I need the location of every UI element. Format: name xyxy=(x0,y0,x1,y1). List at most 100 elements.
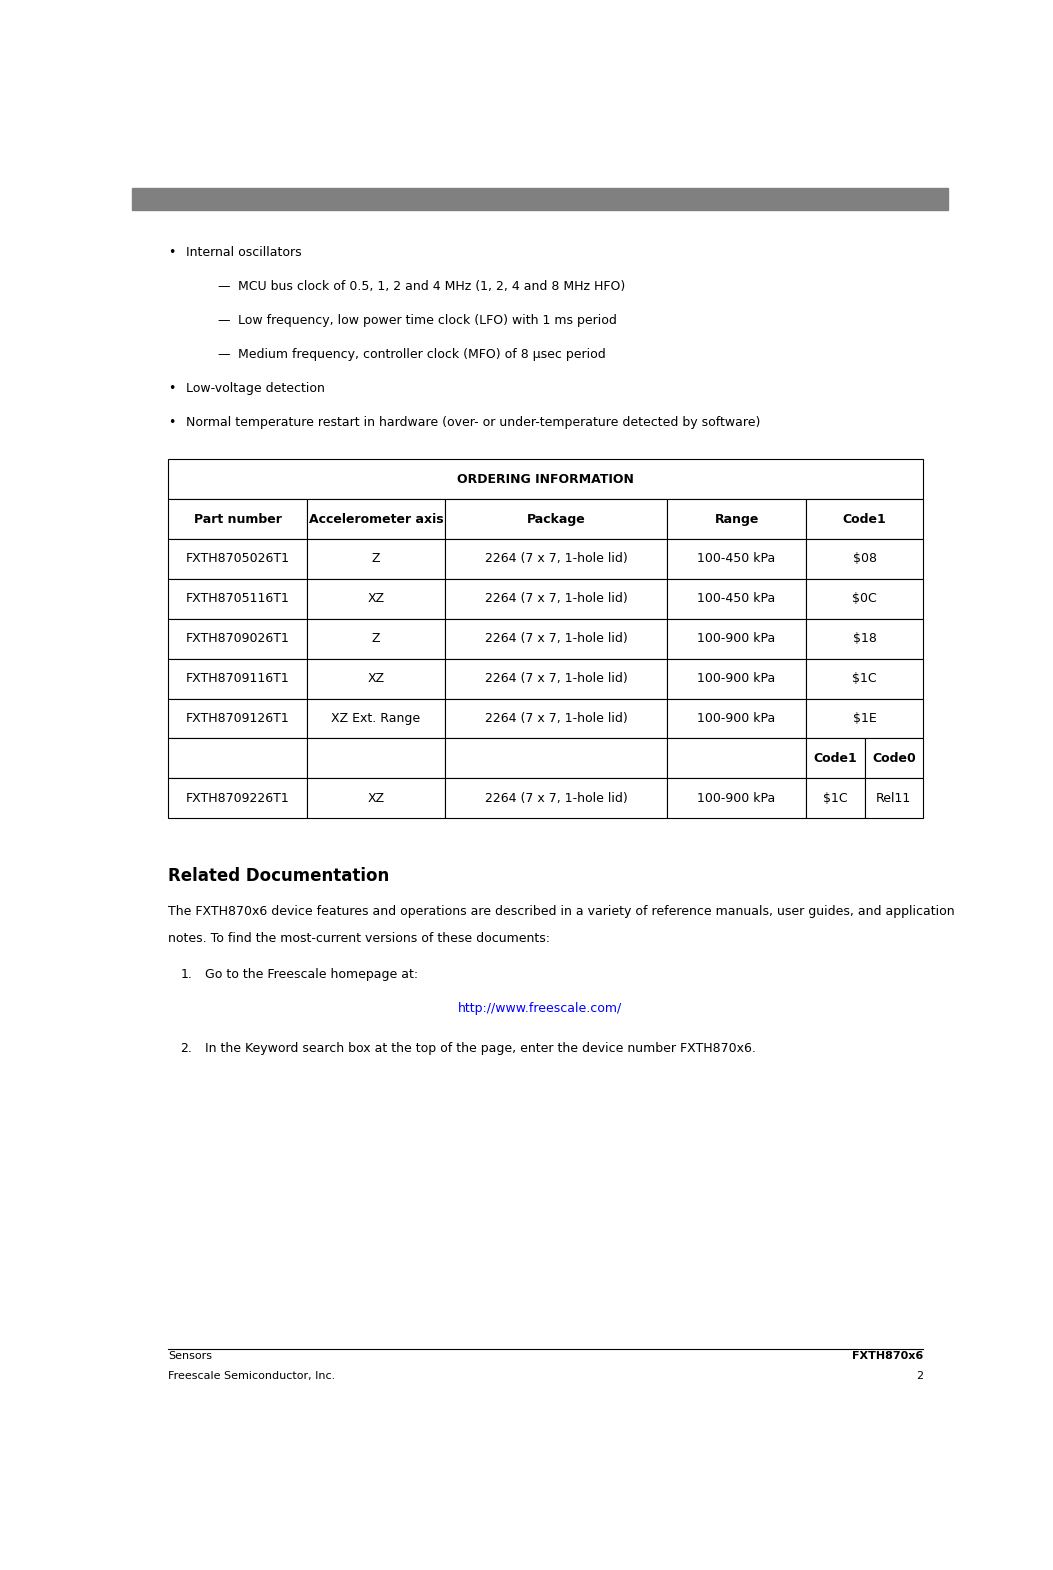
Text: 2.: 2. xyxy=(181,1042,193,1055)
Bar xyxy=(806,738,865,779)
Text: 2264 (7 x 7, 1-hole lid): 2264 (7 x 7, 1-hole lid) xyxy=(484,672,628,685)
Text: Low-voltage detection: Low-voltage detection xyxy=(186,382,325,394)
Text: 100-900 kPa: 100-900 kPa xyxy=(697,633,776,645)
Text: Code1: Code1 xyxy=(813,752,857,765)
Text: $0C: $0C xyxy=(852,592,877,606)
Text: $08: $08 xyxy=(853,553,876,565)
Bar xyxy=(168,738,306,779)
Text: Z: Z xyxy=(372,553,380,565)
Text: FXTH8709026T1: FXTH8709026T1 xyxy=(185,633,290,645)
Bar xyxy=(168,579,306,619)
Text: Sensors: Sensors xyxy=(168,1352,213,1361)
Text: Code0: Code0 xyxy=(872,752,916,765)
Text: 2: 2 xyxy=(916,1371,923,1380)
Bar xyxy=(306,738,445,779)
Text: FXTH8705116T1: FXTH8705116T1 xyxy=(185,592,290,606)
Text: •: • xyxy=(168,246,176,259)
Text: $1C: $1C xyxy=(822,791,848,805)
Bar xyxy=(865,779,923,818)
Bar xyxy=(668,659,806,699)
Text: 100-900 kPa: 100-900 kPa xyxy=(697,791,776,805)
Text: ORDERING INFORMATION: ORDERING INFORMATION xyxy=(457,473,634,485)
Bar xyxy=(445,539,668,579)
Bar xyxy=(806,619,923,659)
Text: Part number: Part number xyxy=(194,512,281,526)
Text: Code1: Code1 xyxy=(842,512,887,526)
Text: Package: Package xyxy=(526,512,585,526)
Text: XZ: XZ xyxy=(367,672,384,685)
Bar xyxy=(445,579,668,619)
Text: •: • xyxy=(168,416,176,429)
Bar xyxy=(806,499,923,539)
Text: $18: $18 xyxy=(853,633,876,645)
Bar xyxy=(445,699,668,738)
Text: 1.: 1. xyxy=(181,969,193,981)
Text: •: • xyxy=(168,382,176,394)
Text: notes. To find the most-current versions of these documents:: notes. To find the most-current versions… xyxy=(168,933,551,945)
Bar xyxy=(668,779,806,818)
Text: —: — xyxy=(217,349,230,361)
Bar xyxy=(306,579,445,619)
Text: 2264 (7 x 7, 1-hole lid): 2264 (7 x 7, 1-hole lid) xyxy=(484,713,628,725)
Bar xyxy=(806,659,923,699)
Text: Normal temperature restart in hardware (over- or under-temperature detected by s: Normal temperature restart in hardware (… xyxy=(186,416,760,429)
Bar xyxy=(806,779,865,818)
Text: Freescale Semiconductor, Inc.: Freescale Semiconductor, Inc. xyxy=(168,1371,336,1380)
Text: 100-450 kPa: 100-450 kPa xyxy=(697,553,776,565)
Bar xyxy=(668,579,806,619)
Bar xyxy=(445,779,668,818)
Text: 2264 (7 x 7, 1-hole lid): 2264 (7 x 7, 1-hole lid) xyxy=(484,592,628,606)
Text: 100-900 kPa: 100-900 kPa xyxy=(697,713,776,725)
Bar xyxy=(132,188,948,210)
Text: 100-900 kPa: 100-900 kPa xyxy=(697,672,776,685)
Text: FXTH8709226T1: FXTH8709226T1 xyxy=(185,791,290,805)
Text: In the Keyword search box at the top of the page, enter the device number FXTH87: In the Keyword search box at the top of … xyxy=(205,1042,756,1055)
Text: Medium frequency, controller clock (MFO) of 8 μsec period: Medium frequency, controller clock (MFO)… xyxy=(238,349,605,361)
Bar xyxy=(168,779,306,818)
Text: http://www.freescale.com/: http://www.freescale.com/ xyxy=(458,1002,621,1014)
Text: XZ: XZ xyxy=(367,592,384,606)
Bar xyxy=(306,499,445,539)
Text: —: — xyxy=(217,281,230,294)
Bar xyxy=(445,619,668,659)
Bar xyxy=(668,738,806,779)
Text: Low frequency, low power time clock (LFO) with 1 ms period: Low frequency, low power time clock (LFO… xyxy=(238,314,617,327)
Text: The FXTH870x6 device features and operations are described in a variety of refer: The FXTH870x6 device features and operat… xyxy=(168,906,955,918)
Text: 2264 (7 x 7, 1-hole lid): 2264 (7 x 7, 1-hole lid) xyxy=(484,553,628,565)
Bar xyxy=(668,539,806,579)
Text: $1C: $1C xyxy=(852,672,877,685)
Bar xyxy=(168,659,306,699)
Bar xyxy=(168,539,306,579)
Text: XZ: XZ xyxy=(367,791,384,805)
Text: Range: Range xyxy=(714,512,759,526)
Text: FXTH8709126T1: FXTH8709126T1 xyxy=(185,713,290,725)
Text: Internal oscillators: Internal oscillators xyxy=(186,246,302,259)
Text: XZ Ext. Range: XZ Ext. Range xyxy=(332,713,420,725)
Text: FXTH8705026T1: FXTH8705026T1 xyxy=(185,553,290,565)
Text: $1E: $1E xyxy=(853,713,876,725)
Bar xyxy=(668,499,806,539)
Bar xyxy=(306,699,445,738)
Bar xyxy=(865,738,923,779)
Bar xyxy=(445,659,668,699)
Text: —: — xyxy=(217,314,230,327)
Text: MCU bus clock of 0.5, 1, 2 and 4 MHz (1, 2, 4 and 8 MHz HFO): MCU bus clock of 0.5, 1, 2 and 4 MHz (1,… xyxy=(238,281,625,294)
Text: 100-450 kPa: 100-450 kPa xyxy=(697,592,776,606)
Bar xyxy=(306,659,445,699)
Text: Rel11: Rel11 xyxy=(876,791,912,805)
Text: Go to the Freescale homepage at:: Go to the Freescale homepage at: xyxy=(205,969,418,981)
Bar xyxy=(168,499,306,539)
Bar xyxy=(306,539,445,579)
Text: 2264 (7 x 7, 1-hole lid): 2264 (7 x 7, 1-hole lid) xyxy=(484,791,628,805)
Bar xyxy=(168,619,306,659)
Bar xyxy=(806,539,923,579)
Text: FXTH8709116T1: FXTH8709116T1 xyxy=(185,672,290,685)
Text: Accelerometer axis: Accelerometer axis xyxy=(309,512,443,526)
Bar xyxy=(806,699,923,738)
Bar xyxy=(168,699,306,738)
Bar xyxy=(668,699,806,738)
Text: FXTH870x6: FXTH870x6 xyxy=(852,1352,923,1361)
Bar xyxy=(306,619,445,659)
Text: 2264 (7 x 7, 1-hole lid): 2264 (7 x 7, 1-hole lid) xyxy=(484,633,628,645)
Bar xyxy=(168,458,923,499)
